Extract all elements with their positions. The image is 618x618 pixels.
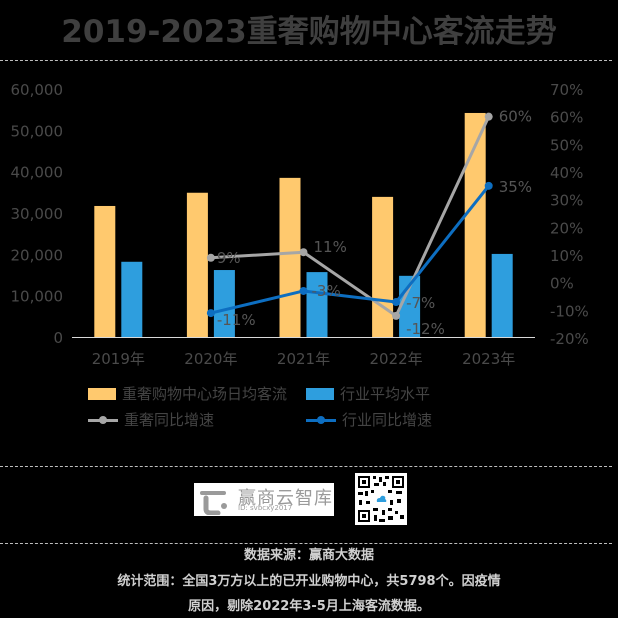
growth-point	[484, 112, 493, 121]
right-axis-tick: 60%	[550, 109, 583, 127]
right-axis-tick: 40%	[550, 164, 583, 182]
bar-industry-avg	[121, 261, 143, 337]
x-axis-label: 2020年	[184, 350, 237, 368]
qr-code-icon	[358, 476, 404, 522]
growth-point	[299, 248, 308, 257]
growth-line	[210, 116, 491, 318]
brand-mark-icon	[200, 491, 227, 515]
x-axis-label: 2019年	[92, 350, 145, 368]
growth-point	[484, 181, 493, 190]
x-axis-label: 2023年	[462, 350, 515, 368]
bar-industry-avg	[491, 253, 513, 337]
growth-data-label: 9%	[217, 249, 241, 267]
bar-luxury-traffic	[279, 177, 301, 337]
bar-industry-avg	[213, 270, 235, 337]
legend-swatch-blue	[306, 387, 334, 400]
growth-point	[392, 298, 401, 307]
x-axis-label: 2022年	[370, 350, 423, 368]
legend-line-marker-gray	[88, 414, 118, 426]
middle-divider	[0, 466, 612, 467]
bar-luxury-traffic	[94, 205, 116, 337]
legend-item-industry-avg: 行业平均水平	[306, 383, 430, 404]
left-axis-tick: 60,000	[11, 81, 64, 99]
brand-name: 赢商云智库	[238, 488, 333, 509]
right-axis-tick: 70%	[550, 81, 583, 99]
legend-label: 重奢同比增速	[124, 411, 215, 429]
bar-luxury-traffic	[464, 112, 486, 337]
right-axis-tick: 0%	[550, 275, 574, 293]
legend-item-luxury-growth: 重奢同比增速	[88, 409, 214, 430]
growth-point	[392, 311, 401, 320]
growth-data-label: -7%	[406, 294, 435, 312]
legend-item-luxury-traffic: 重奢购物中心场日均客流	[88, 383, 287, 404]
legend-item-industry-growth: 行业同比增速	[306, 409, 432, 430]
left-axis-tick: 10,000	[11, 288, 64, 306]
bar-industry-avg	[306, 272, 328, 337]
bar-luxury-traffic	[372, 196, 394, 337]
qr-code	[355, 473, 407, 525]
growth-data-label: 11%	[314, 238, 347, 256]
legend-label: 行业同比增速	[342, 411, 433, 429]
scope-note-line1: 统计范围：全国3万方以上的已开业购物中心，共5798个。因疫情	[117, 574, 501, 589]
right-axis-tick: 20%	[550, 219, 583, 237]
bottom-divider	[0, 543, 612, 544]
bar-luxury-traffic	[186, 192, 208, 337]
growth-data-label: -3%	[312, 282, 341, 300]
right-axis-tick: 10%	[550, 247, 583, 265]
brand-id: ID: svbcxy2017	[238, 504, 293, 512]
growth-line	[210, 184, 490, 315]
top-divider	[0, 60, 612, 61]
growth-data-label: 35%	[499, 178, 532, 196]
scope-note-line2: 原因，剔除2022年3-5月上海客流数据。	[188, 599, 430, 614]
legend-label: 重奢购物中心场日均客流	[122, 385, 288, 403]
left-axis-tick: 20,000	[11, 246, 64, 264]
left-axis-tick: 0	[53, 329, 63, 347]
combo-chart: 0 10,000 20,000 30,000 40,000 50,000 60,000 -20…	[11, 81, 589, 368]
growth-point	[206, 253, 215, 262]
right-axis-tick: 30%	[550, 192, 583, 210]
growth-point	[206, 309, 215, 318]
right-axis-tick: -10%	[550, 302, 589, 320]
legend-line-marker-blue	[306, 414, 336, 426]
chart-area: 0 10,000 20,000 30,000 40,000 50,000 60,000 -20…	[0, 70, 618, 450]
x-axis-label: 2021年	[277, 350, 330, 368]
right-axis-tick: 50%	[550, 136, 583, 154]
growth-data-label: -11%	[217, 311, 256, 329]
right-axis-tick: -20%	[550, 330, 589, 348]
growth-data-label: 60%	[499, 108, 532, 126]
legend-swatch-orange	[88, 387, 116, 400]
legend-label: 行业平均水平	[340, 385, 431, 403]
left-axis-tick: 40,000	[11, 164, 64, 182]
data-source-note: 数据来源：赢商大数据	[243, 548, 374, 563]
brand-logo: 赢商云智库 ID: svbcxy2017	[194, 483, 334, 516]
left-axis-tick: 30,000	[11, 205, 64, 223]
left-axis-tick: 50,000	[11, 122, 64, 140]
chart-title: 2019-2023重奢购物中心客流走势	[61, 14, 557, 50]
growth-point	[299, 286, 308, 295]
growth-data-label: -12%	[406, 320, 445, 338]
